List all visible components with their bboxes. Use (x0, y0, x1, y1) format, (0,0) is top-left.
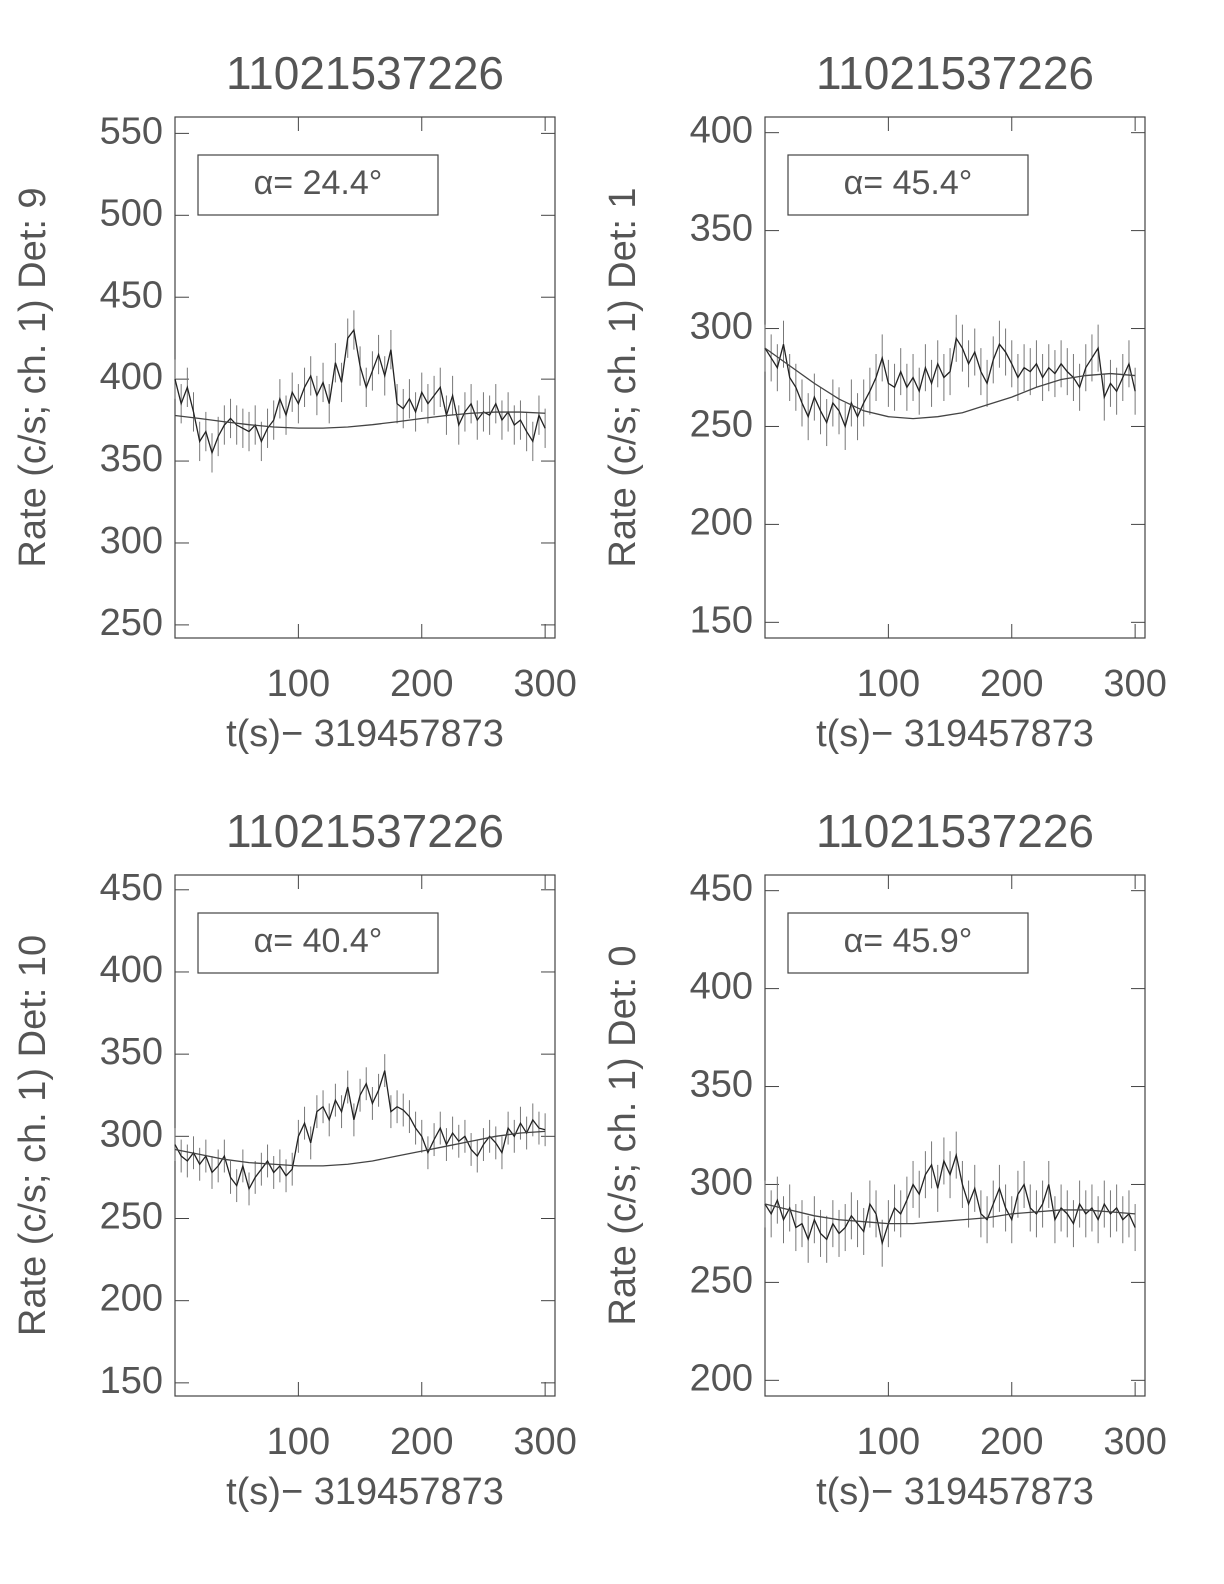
y-axis-label: Rate (c/s; ch. 1) Det: 1 (602, 187, 644, 567)
y-tick-label: 450 (100, 867, 163, 909)
annotation: α= 40.4° (254, 922, 383, 960)
title: 11021537226 (226, 47, 504, 99)
x-axis-label: t(s)− 319457873 (226, 1471, 504, 1513)
model-line (174, 1130, 546, 1167)
x-tick-label: 100 (857, 663, 920, 705)
y-tick-label: 350 (100, 1031, 163, 1073)
x-tick-label: 300 (1103, 1421, 1166, 1463)
x-tick-label: 300 (1103, 663, 1166, 705)
annotation-box (197, 154, 439, 216)
y-tick-label: 550 (100, 110, 163, 152)
annotation-box (197, 912, 439, 974)
y-tick-label: 450 (100, 274, 163, 316)
data-line (764, 1152, 1136, 1246)
annotation: α= 45.4° (844, 164, 973, 202)
x-tick-label: 300 (513, 1421, 576, 1463)
y-axis-label: Rate (c/s; ch. 1) Det: 0 (602, 945, 644, 1325)
x-tick-label: 200 (980, 663, 1043, 705)
y-tick-label: 250 (100, 1196, 163, 1238)
y-tick-label: 400 (690, 110, 753, 152)
model-line (174, 411, 546, 429)
y-tick-label: 150 (690, 599, 753, 641)
y-tick-label: 150 (100, 1360, 163, 1402)
model-line (764, 347, 1136, 420)
plot-frame (764, 116, 1146, 639)
y-tick-label: 200 (690, 1357, 753, 1399)
y-tick-label: 300 (690, 306, 753, 348)
y-tick-label: 300 (100, 1113, 163, 1155)
y-tick-label: 500 (100, 192, 163, 234)
y-tick-label: 350 (100, 438, 163, 480)
x-tick-label: 100 (857, 1421, 920, 1463)
y-axis-label: Rate (c/s; ch. 1) Det: 9 (12, 187, 54, 567)
x-tick-label: 200 (390, 663, 453, 705)
y-tick-label: 350 (690, 208, 753, 250)
title: 11021537226 (816, 47, 1094, 99)
y-tick-label: 450 (690, 868, 753, 910)
x-axis-label: t(s)− 319457873 (816, 1471, 1094, 1513)
y-tick-label: 300 (690, 1161, 753, 1203)
plot-frame (764, 874, 1146, 1397)
y-tick-label: 250 (690, 1259, 753, 1301)
annotation-box (787, 912, 1029, 974)
annotation: α= 24.4° (254, 164, 383, 202)
y-tick-label: 300 (100, 520, 163, 562)
x-tick-label: 100 (267, 1421, 330, 1463)
y-tick-label: 250 (100, 602, 163, 644)
y-tick-label: 350 (690, 1064, 753, 1106)
y-tick-label: 250 (690, 403, 753, 445)
x-tick-label: 200 (980, 1421, 1043, 1463)
annotation-box (787, 154, 1029, 216)
title: 11021537226 (816, 805, 1094, 857)
y-tick-label: 200 (100, 1278, 163, 1320)
data-line (174, 1070, 546, 1191)
title: 11021537226 (226, 805, 504, 857)
x-axis-label: t(s)− 319457873 (226, 713, 504, 755)
y-axis-label: Rate (c/s; ch. 1) Det: 10 (12, 935, 54, 1336)
x-tick-label: 300 (513, 663, 576, 705)
x-tick-label: 100 (267, 663, 330, 705)
data-line (174, 328, 546, 455)
y-tick-label: 400 (690, 966, 753, 1008)
y-tick-label: 200 (690, 501, 753, 543)
y-tick-label: 400 (100, 949, 163, 991)
y-tick-label: 400 (100, 356, 163, 398)
annotation: α= 45.9° (844, 922, 973, 960)
model-line (764, 1203, 1136, 1225)
x-axis-label: t(s)− 319457873 (816, 713, 1094, 755)
x-tick-label: 200 (390, 1421, 453, 1463)
